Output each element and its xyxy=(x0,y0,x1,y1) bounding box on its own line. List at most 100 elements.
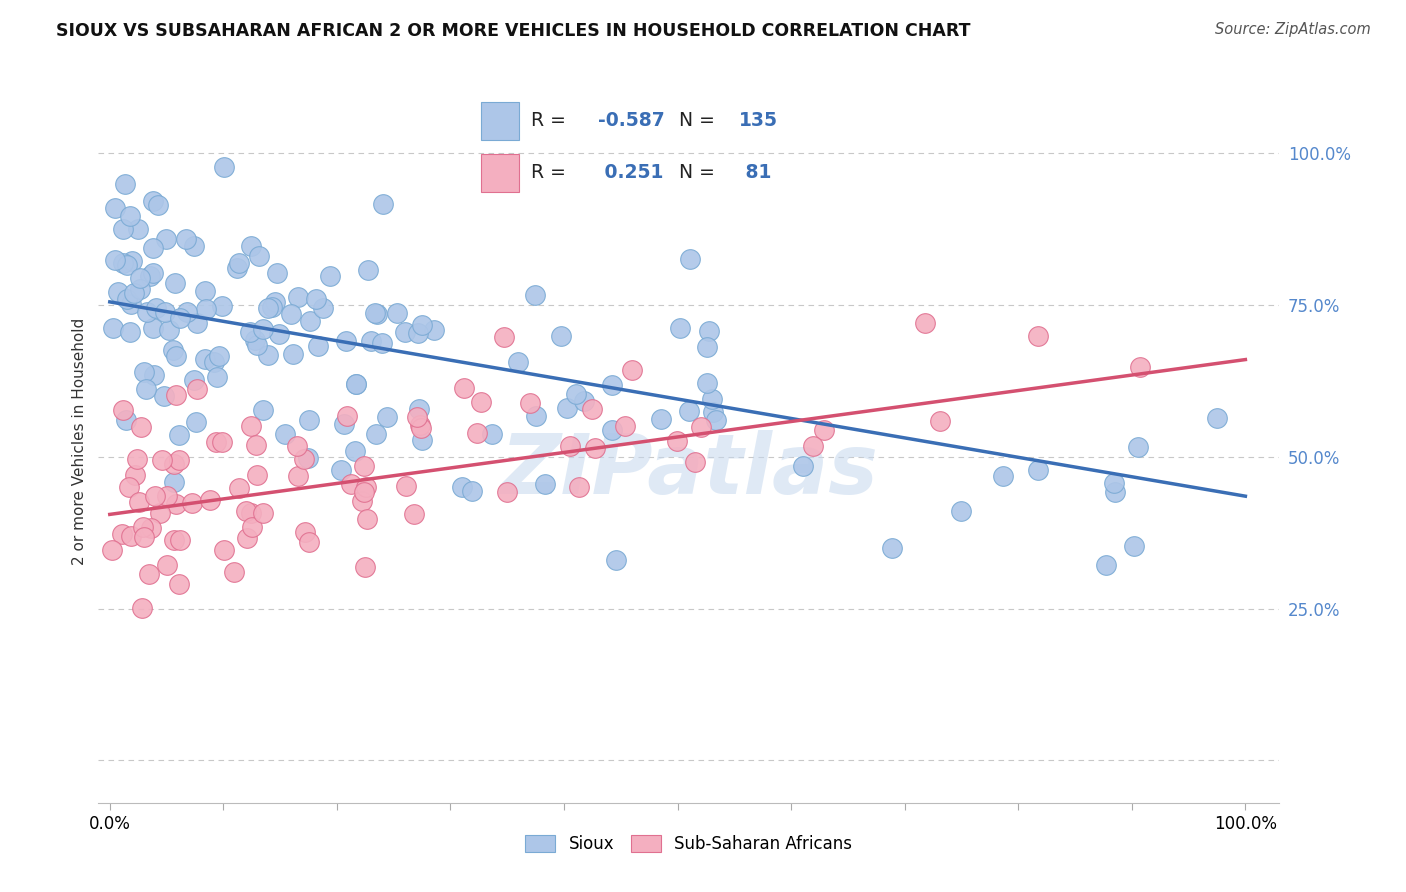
Point xyxy=(801,439,824,453)
Point xyxy=(121,253,143,268)
Point xyxy=(156,489,179,503)
Point xyxy=(163,276,186,290)
Point xyxy=(411,318,433,333)
Point xyxy=(240,519,263,533)
Point xyxy=(162,533,184,548)
Point xyxy=(620,363,643,377)
Point xyxy=(235,504,257,518)
Point xyxy=(281,347,304,361)
Point xyxy=(1104,485,1126,500)
Point xyxy=(665,434,688,448)
Point xyxy=(134,382,156,396)
Point xyxy=(267,327,290,342)
Point xyxy=(167,453,190,467)
Point xyxy=(128,282,150,296)
Point xyxy=(470,394,492,409)
Point xyxy=(299,314,322,328)
Point xyxy=(409,417,432,432)
Point xyxy=(134,530,156,544)
Point xyxy=(183,239,205,253)
Point xyxy=(224,565,246,579)
Point xyxy=(292,451,315,466)
Point xyxy=(142,194,165,208)
Point xyxy=(669,321,692,335)
Point xyxy=(564,387,586,401)
Point xyxy=(312,301,335,316)
Point xyxy=(506,355,529,369)
Point xyxy=(142,266,165,280)
Point xyxy=(481,427,503,442)
Point xyxy=(169,533,191,548)
Point xyxy=(194,351,217,366)
Point xyxy=(600,377,623,392)
Point xyxy=(211,299,233,313)
Point xyxy=(408,326,430,341)
Point xyxy=(297,451,319,466)
Point xyxy=(395,479,418,493)
Point xyxy=(228,256,250,270)
Text: ZIPatlas: ZIPatlas xyxy=(501,430,877,511)
Point xyxy=(408,402,430,417)
Point xyxy=(162,343,184,357)
Point xyxy=(202,354,225,368)
Point xyxy=(366,307,388,321)
Point xyxy=(195,301,218,316)
Point xyxy=(1123,539,1146,553)
Point xyxy=(186,382,208,396)
Point xyxy=(165,349,187,363)
Point xyxy=(344,377,367,392)
Point xyxy=(167,577,190,591)
Point xyxy=(194,285,217,299)
Point xyxy=(274,427,297,442)
Point xyxy=(146,198,169,212)
Point xyxy=(262,300,284,314)
Point xyxy=(131,520,153,534)
Point xyxy=(127,222,149,236)
Point xyxy=(409,420,432,434)
Point xyxy=(118,480,141,494)
Point xyxy=(142,368,165,383)
Point xyxy=(239,239,262,253)
Point xyxy=(208,349,231,363)
Point xyxy=(1126,440,1149,454)
Point xyxy=(704,413,727,427)
Point xyxy=(614,418,637,433)
Point xyxy=(115,258,138,272)
Point xyxy=(115,413,138,427)
Point xyxy=(169,310,191,325)
Point xyxy=(114,177,136,191)
Point xyxy=(465,425,488,440)
Point xyxy=(124,467,146,482)
Point xyxy=(101,542,124,557)
Point xyxy=(165,388,187,402)
Point xyxy=(247,249,270,263)
Point xyxy=(357,262,380,277)
Point xyxy=(333,417,356,431)
Point xyxy=(162,475,184,489)
Point xyxy=(111,403,134,417)
Point xyxy=(949,503,972,517)
Point xyxy=(371,335,394,350)
Point xyxy=(1026,328,1049,343)
Point xyxy=(394,326,416,340)
Text: SIOUX VS SUBSAHARAN AFRICAN 2 OR MORE VEHICLES IN HOUSEHOLD CORRELATION CHART: SIOUX VS SUBSAHARAN AFRICAN 2 OR MORE VE… xyxy=(56,22,970,40)
Point xyxy=(929,414,952,428)
Point xyxy=(204,435,226,450)
Point xyxy=(294,524,316,539)
Text: Source: ZipAtlas.com: Source: ZipAtlas.com xyxy=(1215,22,1371,37)
Point xyxy=(107,285,129,300)
Point xyxy=(494,330,516,344)
Point xyxy=(132,365,155,379)
Point xyxy=(245,437,267,451)
Point xyxy=(157,323,180,337)
Point xyxy=(163,457,186,471)
Point xyxy=(135,305,157,319)
Point xyxy=(198,492,221,507)
Point xyxy=(557,401,579,416)
Point xyxy=(104,253,127,268)
Point xyxy=(524,409,547,424)
Point xyxy=(155,232,177,246)
Point xyxy=(142,241,165,255)
Point xyxy=(343,444,366,458)
Point xyxy=(307,339,329,353)
